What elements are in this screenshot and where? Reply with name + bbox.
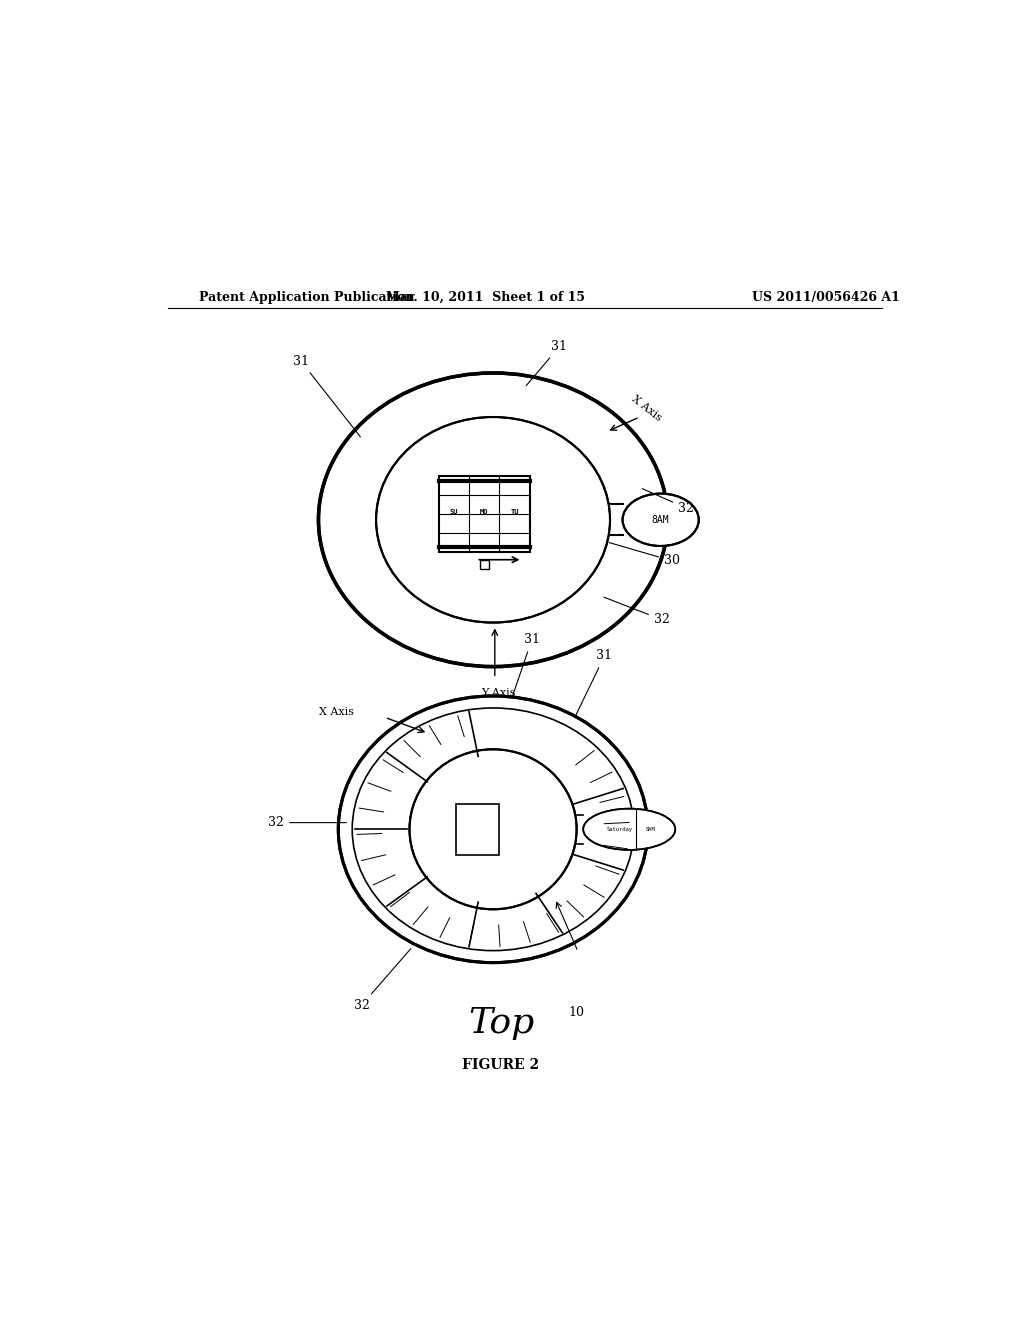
Text: X Axis: X Axis xyxy=(318,708,353,717)
Text: 10: 10 xyxy=(568,1006,585,1019)
Text: FIGURE 2: FIGURE 2 xyxy=(463,1057,540,1072)
Text: 31: 31 xyxy=(574,649,612,718)
Text: Mar. 10, 2011  Sheet 1 of 15: Mar. 10, 2011 Sheet 1 of 15 xyxy=(386,292,585,304)
Text: 31: 31 xyxy=(526,341,567,385)
Ellipse shape xyxy=(376,417,610,623)
Text: 8AM: 8AM xyxy=(646,826,655,832)
Text: TU: TU xyxy=(510,510,519,515)
Text: X Axis: X Axis xyxy=(630,393,664,422)
Text: Top: Top xyxy=(468,1006,535,1040)
Text: Saturday: Saturday xyxy=(606,826,633,832)
Ellipse shape xyxy=(410,750,577,909)
Text: Patent Application Publication: Patent Application Publication xyxy=(200,292,415,304)
Ellipse shape xyxy=(623,494,698,546)
Ellipse shape xyxy=(338,696,648,962)
Text: 31: 31 xyxy=(513,634,540,696)
Text: FIGURE 1: FIGURE 1 xyxy=(463,781,540,796)
Bar xyxy=(456,804,500,854)
Text: 8AM: 8AM xyxy=(652,515,670,525)
Text: 32: 32 xyxy=(268,816,346,829)
Text: Top: Top xyxy=(466,715,537,752)
Bar xyxy=(439,475,529,552)
Bar xyxy=(479,560,489,569)
Text: SU: SU xyxy=(450,510,459,515)
Text: MO: MO xyxy=(480,510,488,515)
Text: 32: 32 xyxy=(604,597,670,626)
Text: 32: 32 xyxy=(642,488,694,515)
Text: 31: 31 xyxy=(293,355,360,437)
Text: US 2011/0056426 A1: US 2011/0056426 A1 xyxy=(753,292,900,304)
Ellipse shape xyxy=(584,809,675,850)
Text: 32: 32 xyxy=(353,949,411,1011)
Text: 30: 30 xyxy=(609,543,680,568)
Text: Y Axis: Y Axis xyxy=(481,688,515,698)
Ellipse shape xyxy=(318,374,668,667)
